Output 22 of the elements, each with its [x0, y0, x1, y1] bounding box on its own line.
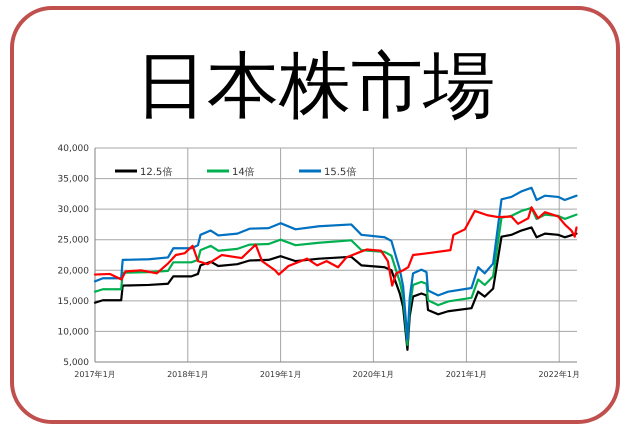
- y-tick-label: 35,000: [58, 174, 90, 185]
- y-tick-label: 20,000: [58, 266, 90, 276]
- y-tick-label: 5,000: [63, 358, 90, 368]
- y-tick-label: 25,000: [58, 236, 90, 246]
- x-tick-label: 2019年1月: [260, 370, 302, 379]
- y-tick-label: 30,000: [58, 205, 90, 216]
- x-tick-label: 2021年1月: [446, 370, 488, 379]
- x-tick-label: 2018年1月: [167, 370, 209, 379]
- chart-title: 日本株市場: [135, 43, 495, 127]
- y-tick-label: 40,000: [58, 144, 90, 154]
- line-series: [94, 206, 578, 287]
- y-tick-label: 15,000: [58, 296, 90, 307]
- line-series: [94, 206, 578, 346]
- x-tick-label: 2017年1月: [74, 370, 116, 379]
- y-tick-label: 10,000: [58, 327, 90, 338]
- x-tick-label: 2020年1月: [352, 370, 394, 379]
- legend-label: 12.5倍: [140, 166, 172, 178]
- line-series: [94, 186, 578, 340]
- line-series: [94, 226, 578, 351]
- legend-label: 15.5倍: [324, 166, 356, 178]
- legend-label: 14倍: [232, 166, 255, 178]
- x-tick-label: 2022年1月: [538, 370, 580, 379]
